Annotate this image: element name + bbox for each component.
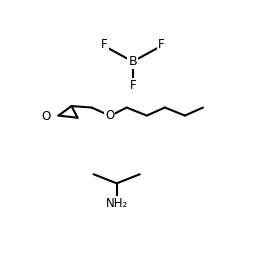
Text: B: B — [128, 55, 137, 68]
Text: O: O — [41, 110, 51, 123]
Text: F: F — [101, 38, 108, 51]
Text: O: O — [105, 109, 114, 122]
Text: F: F — [130, 79, 136, 92]
Text: F: F — [157, 38, 164, 51]
Text: NH₂: NH₂ — [106, 197, 128, 210]
